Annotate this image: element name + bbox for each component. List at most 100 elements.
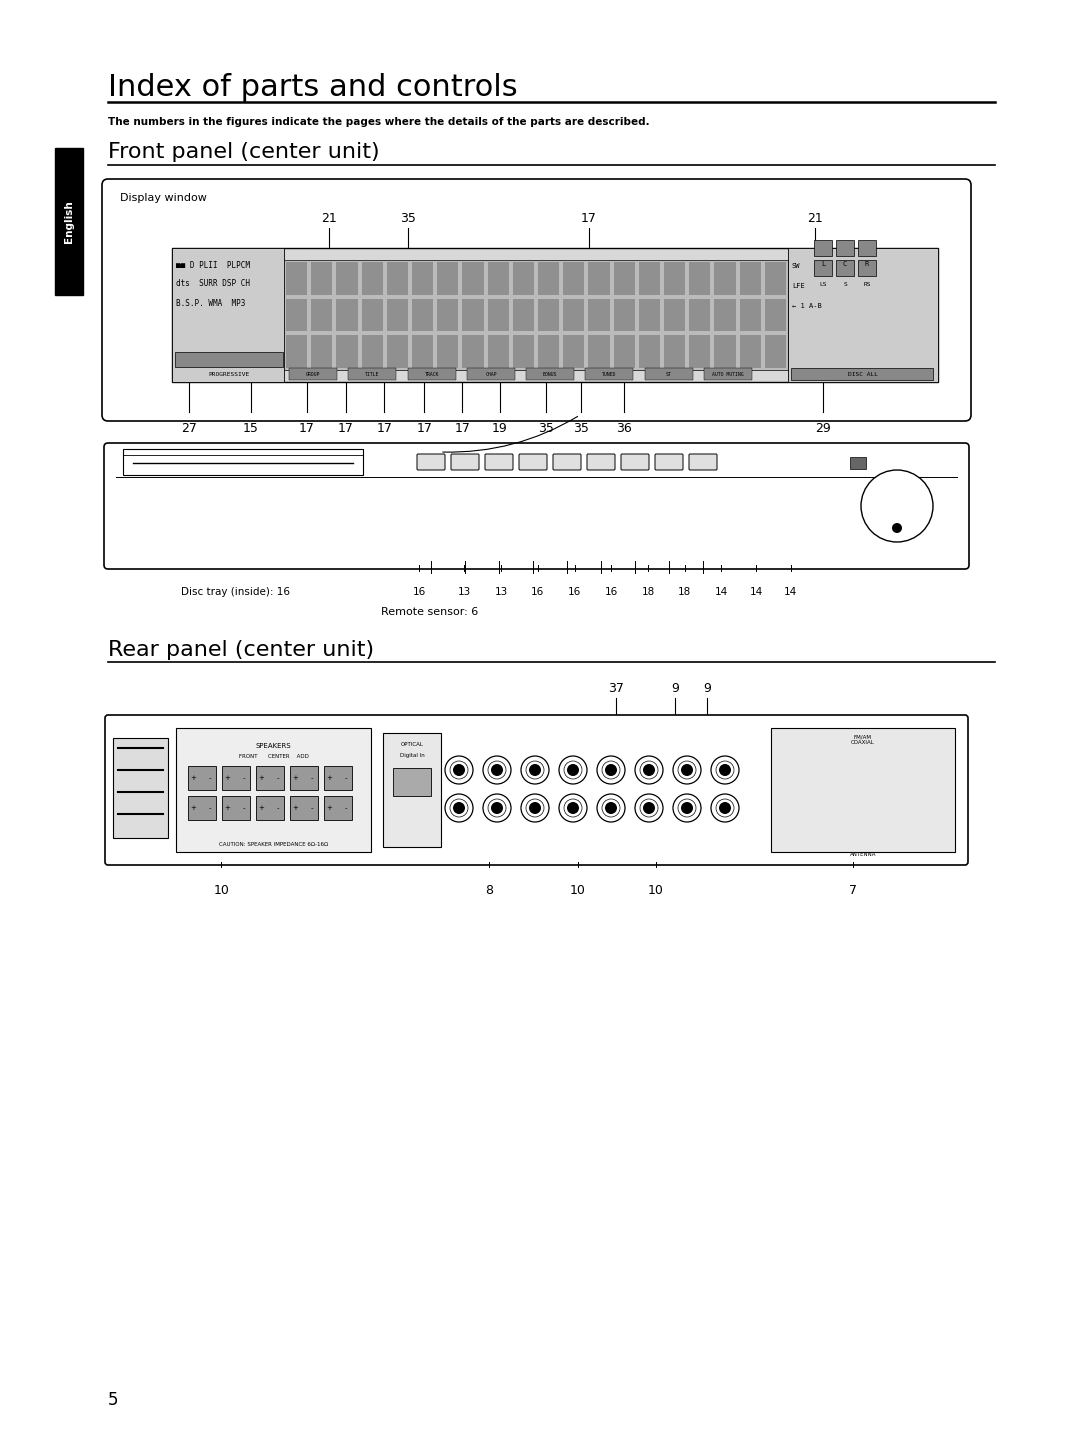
Text: SW: SW <box>792 263 800 269</box>
Text: S: S <box>843 282 847 286</box>
Circle shape <box>483 756 511 784</box>
Circle shape <box>711 756 739 784</box>
Bar <box>740 336 760 368</box>
Text: +: + <box>224 806 230 811</box>
Bar <box>172 249 939 382</box>
Bar <box>638 262 660 295</box>
Bar <box>638 298 660 332</box>
Bar <box>740 262 760 295</box>
Bar <box>291 766 318 790</box>
Text: -: - <box>243 775 245 781</box>
Text: 13: 13 <box>495 587 508 598</box>
Text: 21: 21 <box>322 211 337 224</box>
Bar <box>175 352 283 366</box>
Text: 16: 16 <box>531 587 544 598</box>
Text: CHAP: CHAP <box>485 372 497 377</box>
Text: 7: 7 <box>849 884 858 897</box>
Text: -: - <box>345 775 348 781</box>
Bar <box>387 336 408 368</box>
Text: -: - <box>276 806 280 811</box>
Bar <box>487 262 509 295</box>
Text: LS: LS <box>820 282 827 286</box>
FancyBboxPatch shape <box>654 454 683 470</box>
Text: C: C <box>842 262 847 268</box>
Bar <box>188 795 216 820</box>
Circle shape <box>643 763 654 776</box>
Circle shape <box>719 803 731 814</box>
Bar <box>613 336 635 368</box>
Bar <box>613 298 635 332</box>
FancyBboxPatch shape <box>553 454 581 470</box>
Bar <box>172 249 284 382</box>
Bar <box>689 336 711 368</box>
Bar <box>714 298 735 332</box>
Text: ← 1 A-B: ← 1 A-B <box>792 302 822 310</box>
Bar <box>362 336 382 368</box>
Bar <box>538 262 559 295</box>
Bar <box>585 368 634 379</box>
Text: FM/AM
COAXIAL: FM/AM COAXIAL <box>851 734 875 746</box>
Circle shape <box>491 803 503 814</box>
FancyBboxPatch shape <box>104 443 969 569</box>
Bar <box>771 728 955 852</box>
Text: 18: 18 <box>678 587 691 598</box>
Text: English: English <box>64 201 75 243</box>
Text: dts  SURR DSP CH: dts SURR DSP CH <box>176 279 249 288</box>
Text: ST: ST <box>666 372 672 377</box>
Bar <box>411 262 433 295</box>
Circle shape <box>491 763 503 776</box>
Circle shape <box>521 756 549 784</box>
Text: 17: 17 <box>417 422 432 435</box>
Text: +: + <box>258 806 264 811</box>
Bar <box>286 298 307 332</box>
Bar <box>538 336 559 368</box>
Text: 14: 14 <box>784 587 797 598</box>
Bar <box>284 260 788 369</box>
Bar <box>437 298 458 332</box>
Bar <box>513 336 534 368</box>
Circle shape <box>635 756 663 784</box>
Text: 17: 17 <box>377 422 392 435</box>
Text: +: + <box>292 806 298 811</box>
Bar <box>538 298 559 332</box>
Bar <box>689 298 711 332</box>
Text: L: L <box>821 262 825 268</box>
Text: -: - <box>345 806 348 811</box>
Bar <box>393 768 431 795</box>
Bar <box>55 148 83 295</box>
Bar <box>836 260 854 276</box>
Bar <box>176 728 372 852</box>
Text: -: - <box>208 775 212 781</box>
Text: CAUTION: SPEAKER IMPEDANCE 6Ω-16Ω: CAUTION: SPEAKER IMPEDANCE 6Ω-16Ω <box>219 842 328 846</box>
FancyBboxPatch shape <box>451 454 480 470</box>
Text: 9: 9 <box>703 682 712 695</box>
Circle shape <box>681 763 693 776</box>
Circle shape <box>673 794 701 822</box>
Text: 21: 21 <box>808 211 823 224</box>
Text: RS: RS <box>863 282 870 286</box>
Text: 14: 14 <box>750 587 762 598</box>
Bar <box>814 260 832 276</box>
FancyBboxPatch shape <box>102 179 971 422</box>
Bar <box>362 298 382 332</box>
Bar <box>387 298 408 332</box>
Circle shape <box>521 794 549 822</box>
Bar <box>589 298 609 332</box>
Circle shape <box>559 756 588 784</box>
Circle shape <box>673 756 701 784</box>
Bar <box>858 240 876 256</box>
Bar <box>129 455 357 471</box>
Bar <box>858 260 876 276</box>
Circle shape <box>445 756 473 784</box>
Text: ■■ D PLII  PLPCM: ■■ D PLII PLPCM <box>176 262 249 270</box>
Text: SPEAKERS: SPEAKERS <box>256 743 292 749</box>
Text: 8: 8 <box>485 884 494 897</box>
FancyBboxPatch shape <box>689 454 717 470</box>
Text: 19: 19 <box>492 422 508 435</box>
Bar <box>814 240 832 256</box>
Text: -: - <box>311 806 313 811</box>
Circle shape <box>567 803 579 814</box>
Bar <box>437 262 458 295</box>
Bar <box>291 795 318 820</box>
Text: Display window: Display window <box>120 193 207 204</box>
